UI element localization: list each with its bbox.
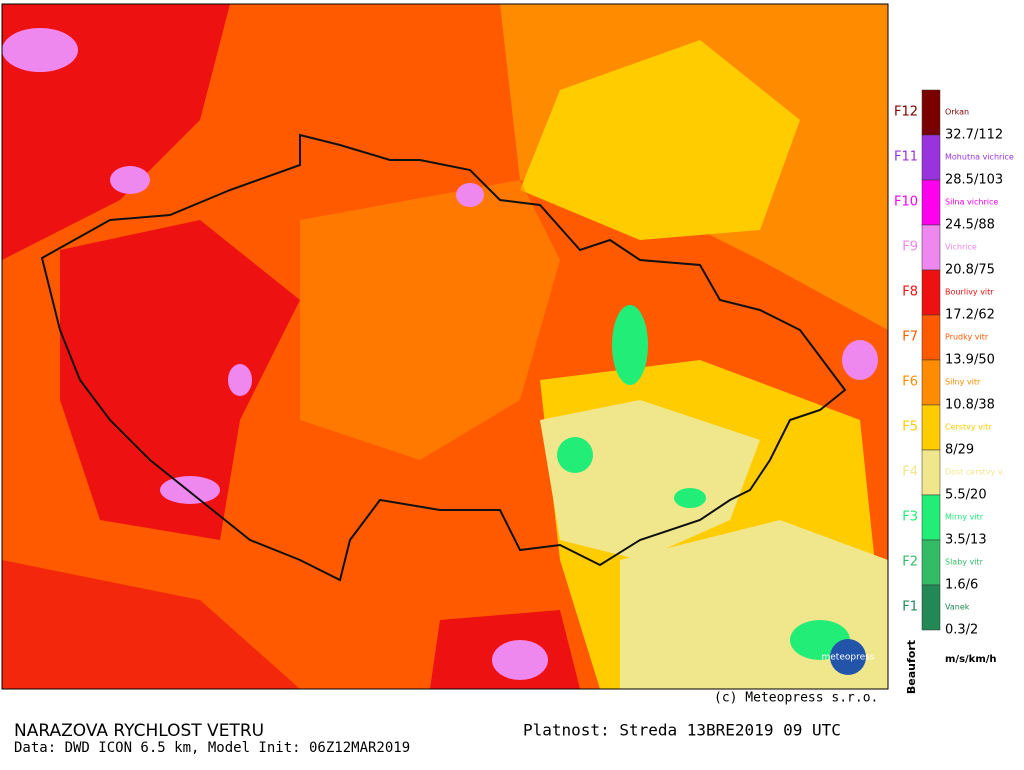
force-label: F10 [894, 195, 918, 210]
map-frame [1, 3, 889, 690]
threshold: 28.5/103 [945, 173, 1003, 188]
threshold: 1.6/6 [945, 578, 978, 593]
legend-swatch [921, 269, 941, 316]
force-label: F9 [902, 240, 918, 255]
threshold: 8/29 [945, 443, 974, 458]
threshold: 17.2/62 [945, 308, 995, 323]
legend-swatch [921, 494, 941, 541]
wind-name: Orkan [945, 108, 969, 117]
legend-swatch [921, 89, 941, 136]
legend-swatch [921, 179, 941, 226]
force-label: F12 [894, 105, 918, 120]
wind-name: Mohutna vichrice [945, 153, 1014, 162]
threshold: 10.8/38 [945, 398, 995, 413]
threshold: 0.3/2 [945, 623, 978, 638]
legend: F12 Orkan 32.7/112 F11 Mohutna vichrice 28.5/… [894, 89, 1014, 638]
force-label: F8 [902, 285, 918, 300]
legend-swatch [921, 404, 941, 451]
legend-swatch [921, 224, 941, 271]
wind-name: Cerstvy vitr [945, 423, 992, 432]
wind-name: Bourlivy vitr [945, 288, 994, 297]
force-label: F2 [902, 555, 918, 570]
wind-name: Silny vitr [945, 378, 981, 387]
wind-name: Vanek [945, 603, 970, 612]
logo: meteopress [821, 653, 874, 663]
legend-swatch [921, 539, 941, 586]
legend-swatch [921, 449, 941, 496]
copyright: (c) Meteopress s.r.o. [714, 691, 878, 706]
force-label: F1 [902, 600, 918, 615]
validity: Platnost: Streda 13BRE2019 09 UTC [523, 721, 841, 740]
country-border [40, 133, 847, 582]
threshold: 5.5/20 [945, 488, 987, 503]
wind-name: Mirny vitr [945, 513, 984, 522]
threshold: 24.5/88 [945, 218, 995, 233]
logo-globe [830, 639, 866, 675]
force-label: F4 [902, 465, 918, 480]
legend-swatch [921, 314, 941, 361]
legend-swatch [921, 359, 941, 406]
force-label: F11 [894, 150, 918, 165]
force-label: F5 [902, 420, 918, 435]
threshold: 20.8/75 [945, 263, 995, 278]
map-title: NARAZOVA RYCHLOST VETRU [14, 721, 264, 741]
data-line: Data: DWD ICON 6.5 km, Model Init: 06Z12… [14, 740, 410, 756]
force-label: F6 [902, 375, 918, 390]
wind-name: Slaby vitr [945, 558, 984, 567]
wind-name: Silna vichrice [945, 198, 998, 207]
wind-name: Dost cerstvy v. [945, 468, 1004, 477]
wind-name: Prudky vitr [945, 333, 989, 342]
units: m/s/km/h [945, 654, 997, 665]
threshold: 32.7/112 [945, 128, 1003, 143]
scale-title: Beaufort [905, 640, 918, 694]
legend-swatch [921, 584, 941, 631]
wind-field [2, 4, 888, 689]
legend-swatch [921, 134, 941, 181]
force-label: F7 [902, 330, 918, 345]
threshold: 13.9/50 [945, 353, 995, 368]
force-label: F3 [902, 510, 918, 525]
wind-name: Vichrice [945, 243, 977, 252]
threshold: 3.5/13 [945, 533, 987, 548]
